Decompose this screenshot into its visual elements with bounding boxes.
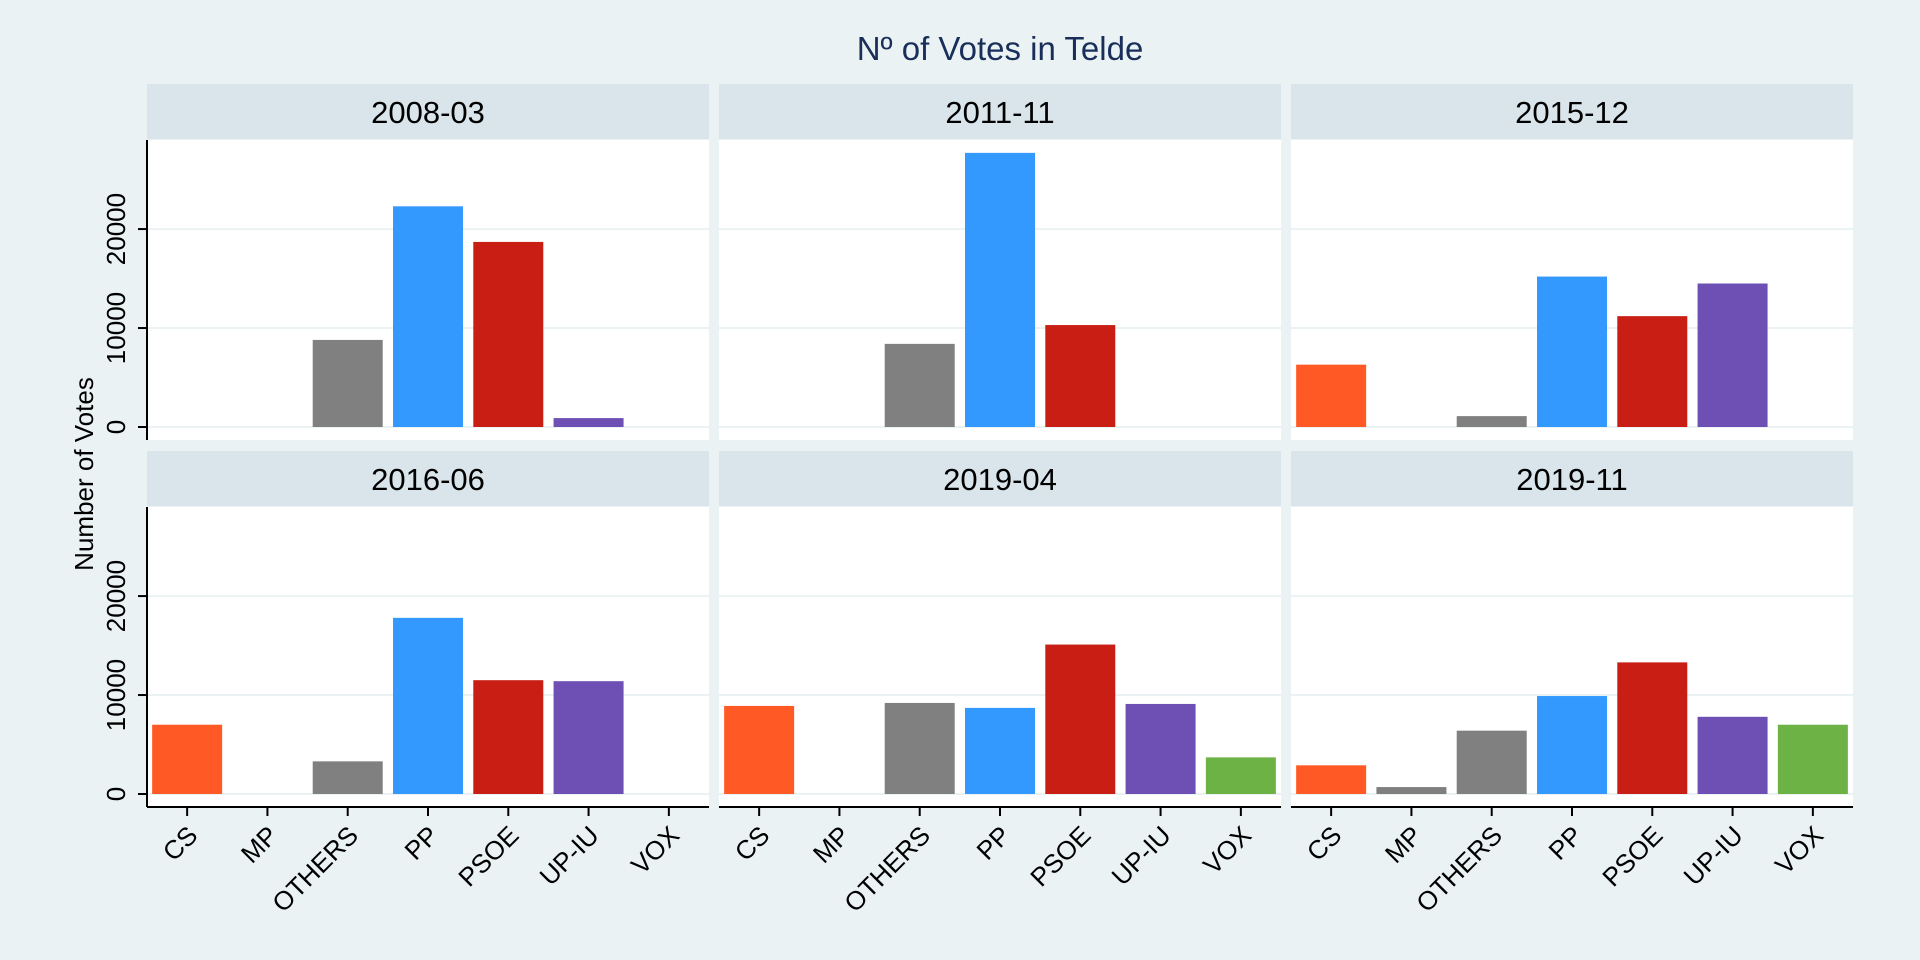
y-tick-label: 20000 bbox=[101, 193, 131, 265]
panel-label: 2019-04 bbox=[943, 462, 1057, 497]
panel-label: 2011-11 bbox=[945, 95, 1054, 130]
x-tick-label: VOX bbox=[1769, 820, 1829, 880]
x-tick-label: OTHERS bbox=[1410, 820, 1508, 918]
panel-strip bbox=[1291, 84, 1853, 139]
x-tick-label: MP bbox=[235, 820, 284, 869]
x-tick-label: CS bbox=[1301, 820, 1348, 867]
y-tick-label: 0 bbox=[101, 787, 131, 801]
bar-others bbox=[1456, 416, 1527, 427]
bar-others bbox=[312, 761, 383, 794]
x-tick-label: VOX bbox=[1197, 820, 1257, 880]
y-axis-label: Number of Votes bbox=[69, 377, 99, 571]
y-tick-label: 10000 bbox=[101, 292, 131, 364]
bar-psoe bbox=[1617, 662, 1688, 794]
y-tick-label: 10000 bbox=[101, 659, 131, 731]
panel-strip bbox=[719, 451, 1281, 506]
x-tick-label: UP-IU bbox=[534, 820, 605, 891]
bar-up-iu bbox=[553, 418, 624, 427]
chart-title: Nº of Votes in Telde bbox=[857, 30, 1144, 67]
x-tick-label: CS bbox=[729, 820, 776, 867]
bar-others bbox=[884, 343, 955, 427]
y-tick-label: 20000 bbox=[101, 560, 131, 632]
bar-vox bbox=[1205, 757, 1276, 794]
y-tick-label: 0 bbox=[101, 420, 131, 434]
bar-psoe bbox=[1045, 644, 1116, 794]
bar-others bbox=[884, 702, 955, 794]
bar-pp bbox=[965, 707, 1035, 794]
bar-up-iu bbox=[1125, 703, 1196, 794]
panel-2008-03: 2008-03 0 10000 20000 bbox=[101, 84, 709, 440]
panel-strip bbox=[147, 451, 709, 506]
bar-psoe bbox=[1617, 316, 1688, 427]
bar-pp bbox=[965, 152, 1035, 427]
bar-cs bbox=[1296, 765, 1367, 794]
bar-others bbox=[312, 339, 383, 427]
bar-cs bbox=[1296, 364, 1367, 427]
x-tick-label: PSOE bbox=[452, 820, 524, 892]
bar-others bbox=[1456, 730, 1527, 794]
panel-strip bbox=[1291, 451, 1853, 506]
bar-pp bbox=[393, 617, 463, 794]
panel-2015-12: 2015-12 bbox=[1291, 84, 1853, 440]
x-tick-label: MP bbox=[1379, 820, 1428, 869]
bar-cs bbox=[724, 705, 795, 794]
panel-strip bbox=[147, 84, 709, 139]
bar-pp bbox=[393, 206, 463, 427]
panel-label: 2019-11 bbox=[1516, 462, 1627, 497]
bar-up-iu bbox=[1697, 283, 1768, 427]
panel-strip bbox=[719, 84, 1281, 139]
panel-label: 2008-03 bbox=[371, 95, 485, 130]
bar-pp bbox=[1537, 696, 1607, 794]
bar-psoe bbox=[1045, 325, 1116, 427]
panel-label: 2016-06 bbox=[371, 462, 485, 497]
bar-psoe bbox=[473, 241, 544, 427]
bar-mp bbox=[1376, 787, 1447, 794]
bar-cs bbox=[152, 724, 223, 794]
x-tick-label: CS bbox=[157, 820, 204, 867]
bar-psoe bbox=[473, 680, 544, 794]
bar-pp bbox=[1537, 276, 1607, 427]
panels-layer: 2008-03 0 10000 20000 2011-11 2015-12 2016-06 0… bbox=[101, 84, 1853, 918]
x-tick-label: OTHERS bbox=[266, 820, 364, 918]
x-tick-label: PP bbox=[1543, 820, 1589, 866]
panel-2011-11: 2011-11 bbox=[719, 84, 1281, 440]
panel-label: 2015-12 bbox=[1515, 95, 1629, 130]
x-tick-label: OTHERS bbox=[838, 820, 936, 918]
bar-up-iu bbox=[1697, 716, 1768, 794]
bar-up-iu bbox=[553, 681, 624, 794]
x-tick-label: PSOE bbox=[1596, 820, 1668, 892]
x-tick-label: UP-IU bbox=[1106, 820, 1177, 891]
x-tick-label: PP bbox=[971, 820, 1017, 866]
x-tick-label: VOX bbox=[625, 820, 685, 880]
x-tick-label: PSOE bbox=[1024, 820, 1096, 892]
bar-vox bbox=[1777, 724, 1848, 794]
x-tick-label: MP bbox=[807, 820, 856, 869]
x-tick-label: PP bbox=[399, 820, 445, 866]
x-tick-label: UP-IU bbox=[1678, 820, 1749, 891]
